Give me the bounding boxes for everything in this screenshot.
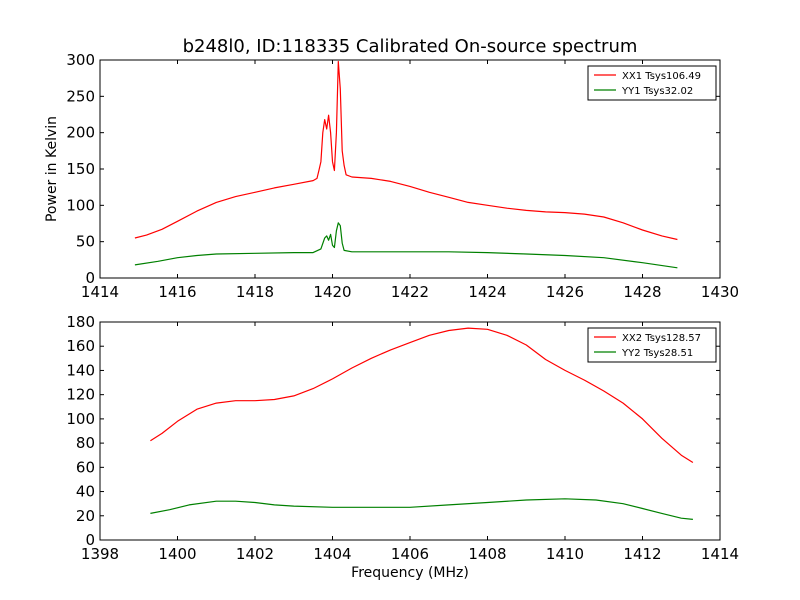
- top-x-tick-label: 1416: [158, 283, 196, 301]
- top-legend-label: YY1 Tsys32.02: [621, 86, 693, 97]
- bottom-x-tick-label: 1408: [468, 545, 506, 563]
- bottom-y-tick-label: 140: [66, 361, 95, 379]
- top-y-tick-label: 150: [66, 160, 95, 178]
- bottom-y-tick-label: 40: [76, 483, 95, 501]
- top-y-tick-label: 100: [66, 196, 95, 214]
- top-x-tick-label: 1422: [391, 283, 429, 301]
- bottom-spectrum-panel: 1398 1400 1402 1404 1406 1408 1410 1412 1414 0 20 4…: [66, 313, 739, 563]
- top-legend-box: [587, 65, 717, 101]
- bottom-x-tick-label: 1412: [623, 545, 661, 563]
- top-legend-label: XX1 Tsys106.49: [622, 71, 701, 82]
- top-x-tick-label: 1414: [81, 283, 119, 301]
- bottom-legend-box: [587, 327, 717, 363]
- top-y-tick-label: 50: [76, 233, 95, 251]
- bottom-x-tick-label: 1410: [546, 545, 584, 563]
- bottom-y-tick-label: 120: [66, 386, 95, 404]
- top-x-tick-label: 1418: [236, 283, 274, 301]
- top-x-tick-label: 1424: [468, 283, 506, 301]
- bottom-y-tick-label: 20: [76, 507, 95, 525]
- top-y-tick-label: 200: [66, 124, 95, 142]
- bottom-y-tick-label: 0: [85, 531, 95, 549]
- bottom-series-line-red: [150, 327, 694, 464]
- top-y-tick-label: 0: [85, 269, 95, 287]
- bottom-y-tick-label: 160: [66, 337, 95, 355]
- bottom-x-tick-label: 1402: [236, 545, 274, 563]
- top-spectrum-panel: 1414 1416 1418 1420 1422 1424 1426 1428 1430 0 50 1…: [66, 51, 739, 301]
- top-x-tick-label: 1430: [701, 283, 739, 301]
- bottom-y-tick-label: 100: [66, 410, 95, 428]
- top-y-tick-label: 300: [66, 51, 95, 69]
- chart-title: b248l0, ID:118335 Calibrated On-source s…: [183, 36, 638, 57]
- bottom-x-tick-label: 1398: [81, 545, 119, 563]
- bottom-legend-label: XX2 Tsys128.57: [622, 333, 701, 344]
- x-axis-label: Frequency (MHz): [351, 565, 469, 581]
- top-series-line-red: [134, 60, 678, 241]
- bottom-y-tick-label: 180: [66, 313, 95, 331]
- bottom-y-tick-label: 60: [76, 458, 95, 476]
- top-y-tick-label: 250: [66, 87, 95, 105]
- bottom-x-tick-label: 1400: [158, 545, 196, 563]
- bottom-x-tick-label: 1404: [313, 545, 351, 563]
- bottom-y-tick-label: 80: [76, 434, 95, 452]
- y-axis-label: Power in Kelvin: [44, 116, 60, 222]
- top-x-tick-label: 1420: [313, 283, 351, 301]
- bottom-series-line-green: [150, 498, 693, 520]
- top-series-line-green: [134, 222, 678, 269]
- top-x-tick-label: 1428: [623, 283, 661, 301]
- bottom-x-tick-label: 1406: [391, 545, 429, 563]
- bottom-legend-label: YY2 Tsys28.51: [621, 348, 693, 359]
- top-x-tick-label: 1426: [546, 283, 584, 301]
- bottom-x-tick-label: 1414: [701, 545, 739, 563]
